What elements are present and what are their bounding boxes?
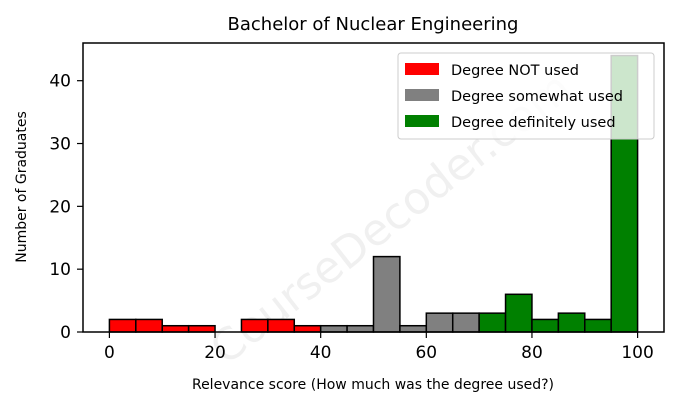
- histogram-bar: [187, 324, 216, 333]
- histogram-bar: [557, 312, 586, 333]
- x-tick-label: 80: [521, 343, 543, 363]
- bars-layer: [108, 54, 639, 333]
- histogram-bar: [478, 312, 507, 333]
- histogram-bar: [399, 324, 428, 333]
- histogram-bar: [135, 318, 163, 333]
- histogram-bar: [319, 324, 348, 333]
- y-tick-label: 30: [49, 135, 71, 155]
- histogram-bar: [425, 312, 454, 333]
- axes-layer: 0 20 40 60 80 100 0 10 20 30 40: [49, 42, 665, 363]
- histogram-bar: [161, 324, 190, 333]
- y-tick-label: 40: [49, 72, 71, 92]
- legend: Degree NOT used Degree somewhat used Degre…: [397, 52, 655, 140]
- histogram-bar: [451, 312, 480, 333]
- x-tick-label: 0: [104, 343, 115, 363]
- histogram-bar: [504, 293, 533, 333]
- histogram-bar: [240, 318, 269, 333]
- legend-label: Degree somewhat used: [451, 89, 623, 105]
- x-tick-label: 100: [621, 343, 653, 363]
- y-axis-label: Number of Graduates: [14, 111, 30, 263]
- x-tick-label: 40: [310, 343, 332, 363]
- histogram-bar: [531, 318, 560, 333]
- histogram-bar: [372, 255, 401, 333]
- x-axis-label: Relevance score (How much was the degree…: [192, 377, 554, 393]
- x-tick-label: 60: [415, 343, 437, 363]
- y-tick-label: 20: [49, 197, 71, 217]
- histogram-bar: [108, 318, 137, 333]
- chart-title: Bachelor of Nuclear Engineering: [228, 14, 519, 35]
- y-tick-label: 10: [49, 260, 71, 280]
- y-tick-label: 0: [60, 323, 71, 343]
- legend-swatch: [405, 63, 439, 75]
- legend-box: [397, 52, 655, 140]
- legend-label: Degree definitely used: [451, 115, 616, 131]
- histogram-bar: [584, 318, 612, 333]
- x-tick-label: 20: [204, 343, 226, 363]
- plot-frame: [82, 42, 665, 333]
- legend-swatch: [405, 115, 439, 127]
- histogram-bar: [267, 318, 296, 333]
- legend-label: Degree NOT used: [451, 63, 579, 79]
- histogram-bar: [346, 324, 375, 333]
- legend-swatch: [405, 89, 439, 101]
- histogram-bar: [293, 324, 322, 333]
